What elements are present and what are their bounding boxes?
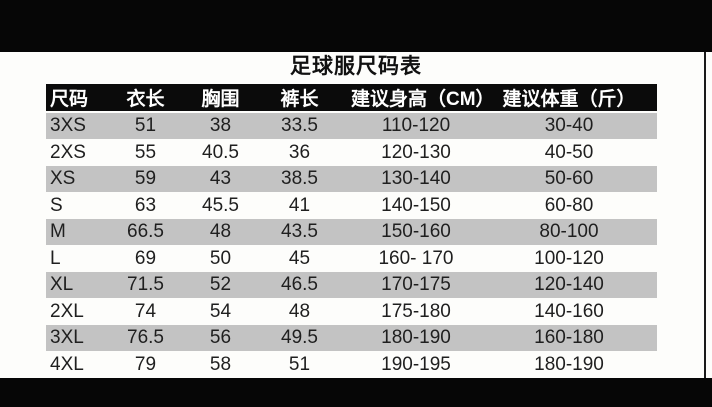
cell-3-0: S bbox=[46, 193, 98, 219]
cell-2-4: 130-140 bbox=[351, 166, 481, 193]
table-row-xl: XL 71.5 52 46.5 170-175 120-140 bbox=[46, 272, 657, 299]
cell-1-0: 2XS bbox=[46, 140, 98, 166]
table-row-xs: XS 59 43 38.5 130-140 50-60 bbox=[46, 166, 657, 193]
cell-5-2: 50 bbox=[193, 246, 248, 272]
cell-7-5: 140-160 bbox=[481, 299, 657, 325]
cell-2-2: 43 bbox=[193, 166, 248, 193]
column-header-1: 衣长 bbox=[98, 84, 193, 113]
cell-1-4: 120-130 bbox=[351, 140, 481, 166]
table-row-2xl: 2XL 74 54 48 175-180 140-160 bbox=[46, 299, 657, 325]
cell-0-5: 30-40 bbox=[481, 113, 657, 140]
table-row-4xl: 4XL 79 58 51 190-195 180-190 bbox=[46, 352, 657, 378]
cell-5-4: 160- 170 bbox=[351, 246, 481, 272]
cell-5-3: 45 bbox=[248, 246, 351, 272]
table-row-3xs: 3XS 51 38 33.5 110-120 30-40 bbox=[46, 113, 657, 140]
cell-7-0: 2XL bbox=[46, 299, 98, 325]
cell-8-3: 49.5 bbox=[248, 325, 351, 352]
size-table-body: 3XS 51 38 33.5 110-120 30-40 2XS 55 40.5 36 120-13… bbox=[46, 113, 657, 378]
table-row-3xl: 3XL 76.5 56 49.5 180-190 160-180 bbox=[46, 325, 657, 352]
header-row: 尺码 衣长 胸围 裤长 建议身高（CM） 建议体重（斤） bbox=[46, 84, 657, 113]
cell-0-0: 3XS bbox=[46, 113, 98, 140]
size-table: 尺码 衣长 胸围 裤长 建议身高（CM） 建议体重（斤） 3XS 51 38 33.5 110-1… bbox=[46, 84, 657, 378]
cell-4-2: 48 bbox=[193, 219, 248, 246]
cell-7-2: 54 bbox=[193, 299, 248, 325]
cell-3-5: 60-80 bbox=[481, 193, 657, 219]
cell-6-5: 120-140 bbox=[481, 272, 657, 299]
top-black-band bbox=[0, 0, 712, 52]
cell-7-1: 74 bbox=[98, 299, 193, 325]
cell-9-5: 180-190 bbox=[481, 352, 657, 378]
cell-4-3: 43.5 bbox=[248, 219, 351, 246]
column-header-0: 尺码 bbox=[46, 84, 98, 113]
cell-8-2: 56 bbox=[193, 325, 248, 352]
cell-1-5: 40-50 bbox=[481, 140, 657, 166]
cell-8-5: 160-180 bbox=[481, 325, 657, 352]
cell-0-1: 51 bbox=[98, 113, 193, 140]
cell-1-3: 36 bbox=[248, 140, 351, 166]
cell-5-5: 100-120 bbox=[481, 246, 657, 272]
cell-0-3: 33.5 bbox=[248, 113, 351, 140]
table-row-s: S 63 45.5 41 140-150 60-80 bbox=[46, 193, 657, 219]
cell-7-3: 48 bbox=[248, 299, 351, 325]
cell-9-3: 51 bbox=[248, 352, 351, 378]
column-header-5: 建议体重（斤） bbox=[481, 84, 657, 113]
cell-6-0: XL bbox=[46, 272, 98, 299]
cell-4-4: 150-160 bbox=[351, 219, 481, 246]
size-table-head: 尺码 衣长 胸围 裤长 建议身高（CM） 建议体重（斤） bbox=[46, 84, 657, 113]
cell-2-5: 50-60 bbox=[481, 166, 657, 193]
cell-3-2: 45.5 bbox=[193, 193, 248, 219]
column-header-3: 裤长 bbox=[248, 84, 351, 113]
cell-0-4: 110-120 bbox=[351, 113, 481, 140]
column-header-4: 建议身高（CM） bbox=[351, 84, 495, 113]
cell-9-4: 190-195 bbox=[351, 352, 481, 378]
table-row-2xs: 2XS 55 40.5 36 120-130 40-50 bbox=[46, 140, 657, 166]
photo-right-edge-line bbox=[704, 52, 706, 378]
cell-6-1: 71.5 bbox=[98, 272, 193, 299]
cell-6-3: 46.5 bbox=[248, 272, 351, 299]
cell-9-0: 4XL bbox=[46, 352, 98, 378]
cell-6-2: 52 bbox=[193, 272, 248, 299]
cell-1-1: 55 bbox=[98, 140, 193, 166]
bottom-black-band bbox=[0, 378, 712, 407]
cell-4-1: 66.5 bbox=[98, 219, 193, 246]
cell-9-2: 58 bbox=[193, 352, 248, 378]
table-row-l: L 69 50 45 160- 170 100-120 bbox=[46, 246, 657, 272]
cell-4-5: 80-100 bbox=[481, 219, 657, 246]
cell-0-2: 38 bbox=[193, 113, 248, 140]
cell-5-1: 69 bbox=[98, 246, 193, 272]
cell-8-0: 3XL bbox=[46, 325, 98, 352]
cell-2-0: XS bbox=[46, 166, 98, 193]
cell-3-1: 63 bbox=[98, 193, 193, 219]
cell-3-4: 140-150 bbox=[351, 193, 481, 219]
page-title: 足球服尺码表 bbox=[290, 55, 422, 78]
cell-4-0: M bbox=[46, 219, 98, 246]
cell-3-3: 41 bbox=[248, 193, 351, 219]
cell-7-4: 175-180 bbox=[351, 299, 481, 325]
cell-6-4: 170-175 bbox=[351, 272, 481, 299]
cell-8-4: 180-190 bbox=[351, 325, 481, 352]
table-row-m: M 66.5 48 43.5 150-160 80-100 bbox=[46, 219, 657, 246]
column-header-2: 胸围 bbox=[193, 84, 248, 113]
cell-1-2: 40.5 bbox=[193, 140, 248, 166]
cell-8-1: 76.5 bbox=[98, 325, 193, 352]
cell-5-0: L bbox=[46, 246, 98, 272]
cell-2-3: 38.5 bbox=[248, 166, 351, 193]
cell-2-1: 59 bbox=[98, 166, 193, 193]
cell-9-1: 79 bbox=[98, 352, 193, 378]
